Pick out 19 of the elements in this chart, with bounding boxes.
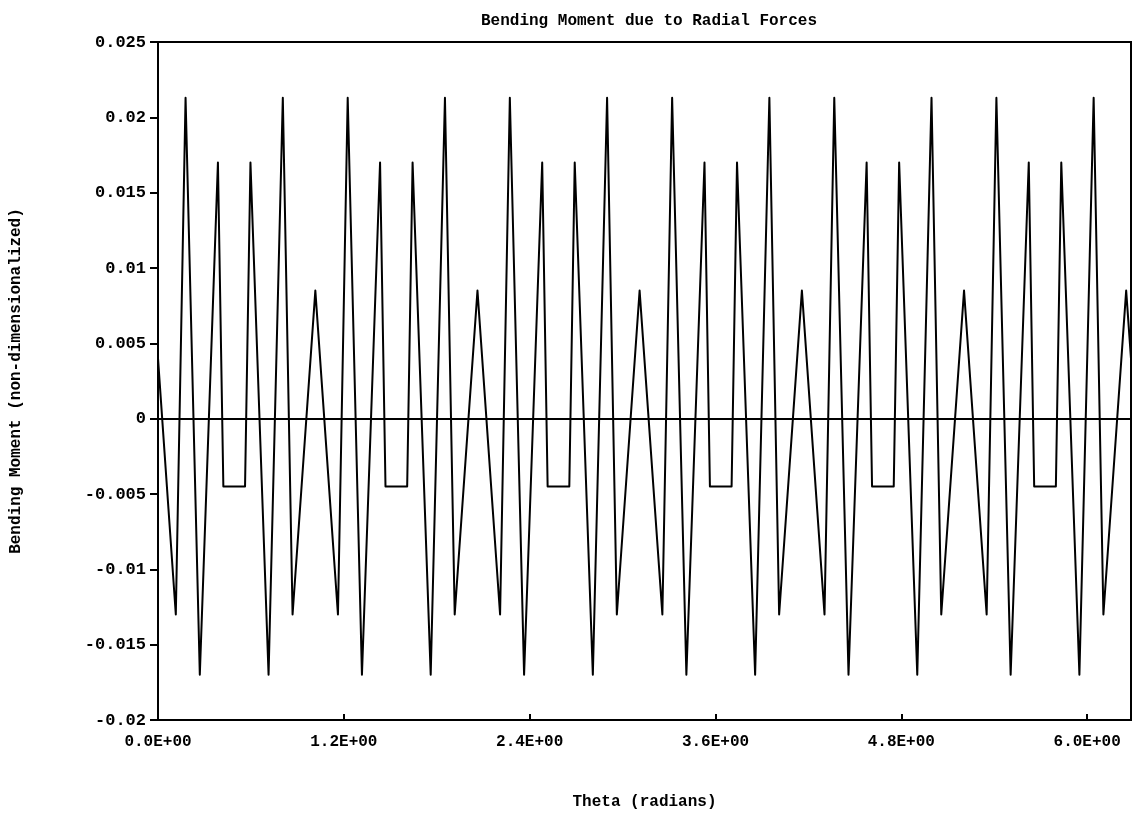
- x-tick-label: 1.2E+00: [310, 733, 378, 751]
- y-axis-title: Bending Moment (non-dimensionalized): [7, 208, 25, 554]
- chart-title: Bending Moment due to Radial Forces: [480, 12, 818, 30]
- x-tick-label: 0.0E+00: [124, 733, 192, 751]
- y-tick-label: 0.015: [94, 183, 146, 203]
- x-axis-title: Theta (radians): [572, 793, 717, 811]
- x-tick-label: 4.8E+00: [867, 733, 935, 751]
- y-tick-label: 0: [135, 409, 146, 429]
- y-tick-label: -0.005: [84, 484, 146, 504]
- y-tick-label: 0.01: [105, 258, 146, 278]
- y-tick-label: -0.01: [94, 559, 146, 579]
- y-tick-label: 0.025: [94, 32, 146, 52]
- y-tick-label: -0.02: [94, 710, 146, 730]
- x-tick-label: 3.6E+00: [681, 733, 750, 751]
- y-tick-label: 0.02: [105, 107, 146, 127]
- y-tick-label: 0.005: [94, 333, 146, 353]
- y-tick-label: -0.015: [84, 635, 146, 655]
- x-tick-label: 2.4E+00: [496, 733, 564, 751]
- x-tick-label: 6.0E+00: [1053, 733, 1121, 751]
